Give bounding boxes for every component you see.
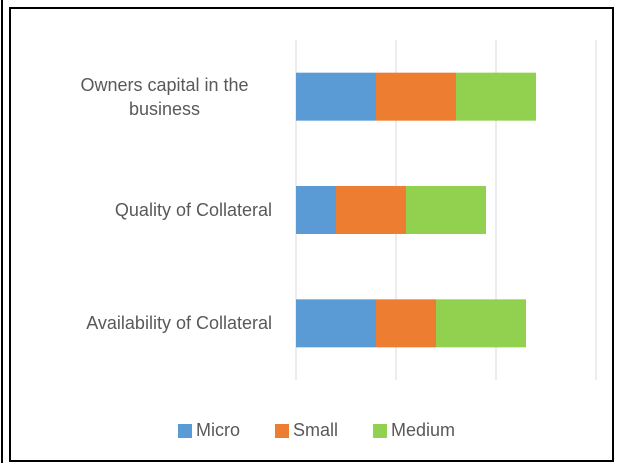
bar-segment [296,186,336,234]
bar-segment [376,299,436,348]
legend-label: Small [293,420,338,440]
category-label: Availability of Collateral [86,313,272,334]
bar-segment [296,72,376,121]
legend-swatch [178,424,192,438]
legend-swatch [275,424,289,438]
category-label: Quality of Collateral [114,200,272,220]
bar-segment [456,72,536,121]
legend-swatch [373,424,388,438]
category-label: Owners capital in the business [80,74,249,119]
bar-segment [376,72,456,121]
bar-segment [296,299,376,348]
bar-segment [406,186,486,234]
frame [9,7,614,462]
bar-segment [336,186,406,234]
legend-label: Medium [391,420,455,440]
legend-label: Micro [196,420,240,440]
bar-segment [436,299,526,348]
